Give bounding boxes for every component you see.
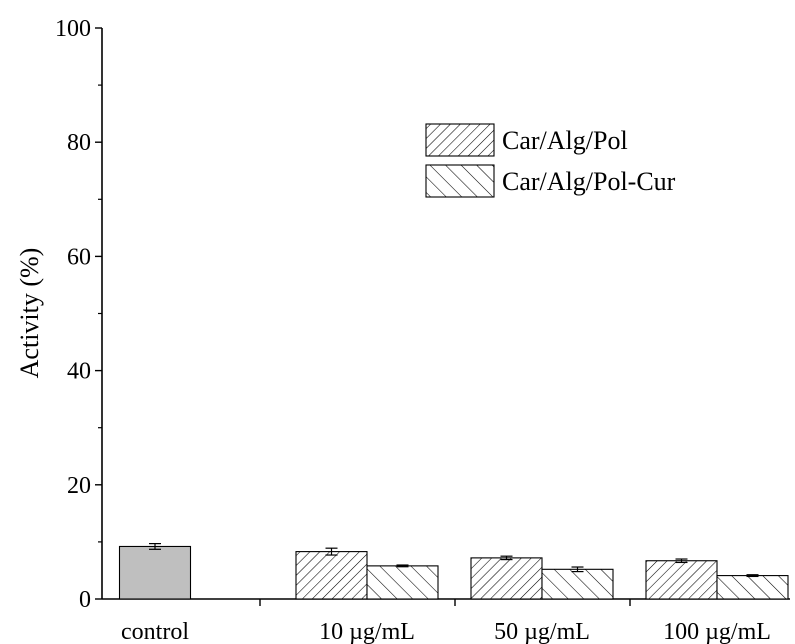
x-tick-label: control: [121, 619, 189, 644]
bar-series-1: [295, 551, 368, 600]
y-tick-label: 20: [67, 473, 91, 499]
y-axis-label: Activity (%): [15, 248, 44, 379]
x-tick-label: 10 µg/mL: [319, 619, 415, 644]
legend-label: Car/Alg/Pol: [502, 126, 628, 155]
bar-series-2: [716, 575, 789, 600]
legend-swatch: [425, 123, 495, 157]
x-tick-label: 50 µg/mL: [494, 619, 590, 644]
legend: Car/Alg/Pol Car/Alg/Pol-Cur: [425, 123, 676, 198]
y-tick-label: 80: [67, 130, 91, 156]
axes: 0 20 40 60 80 100 control 10 µg/mL 50 µg/mL 100 µ…: [55, 16, 790, 644]
y-tick-label: 40: [67, 359, 91, 385]
bar-series-2: [541, 568, 614, 600]
x-tick-label: 100 µg/mL: [663, 619, 771, 644]
bar-series-2: [366, 565, 439, 600]
y-tick-label: 60: [67, 244, 91, 270]
bars: [118, 543, 789, 600]
y-tick-label: 100: [55, 16, 91, 42]
y-tick-label: 0: [79, 587, 91, 613]
legend-swatch: [425, 164, 495, 198]
bar-series-1: [645, 560, 718, 600]
bar-control: [118, 545, 192, 600]
legend-label: Car/Alg/Pol-Cur: [502, 167, 676, 196]
bar-series-1: [470, 557, 543, 600]
